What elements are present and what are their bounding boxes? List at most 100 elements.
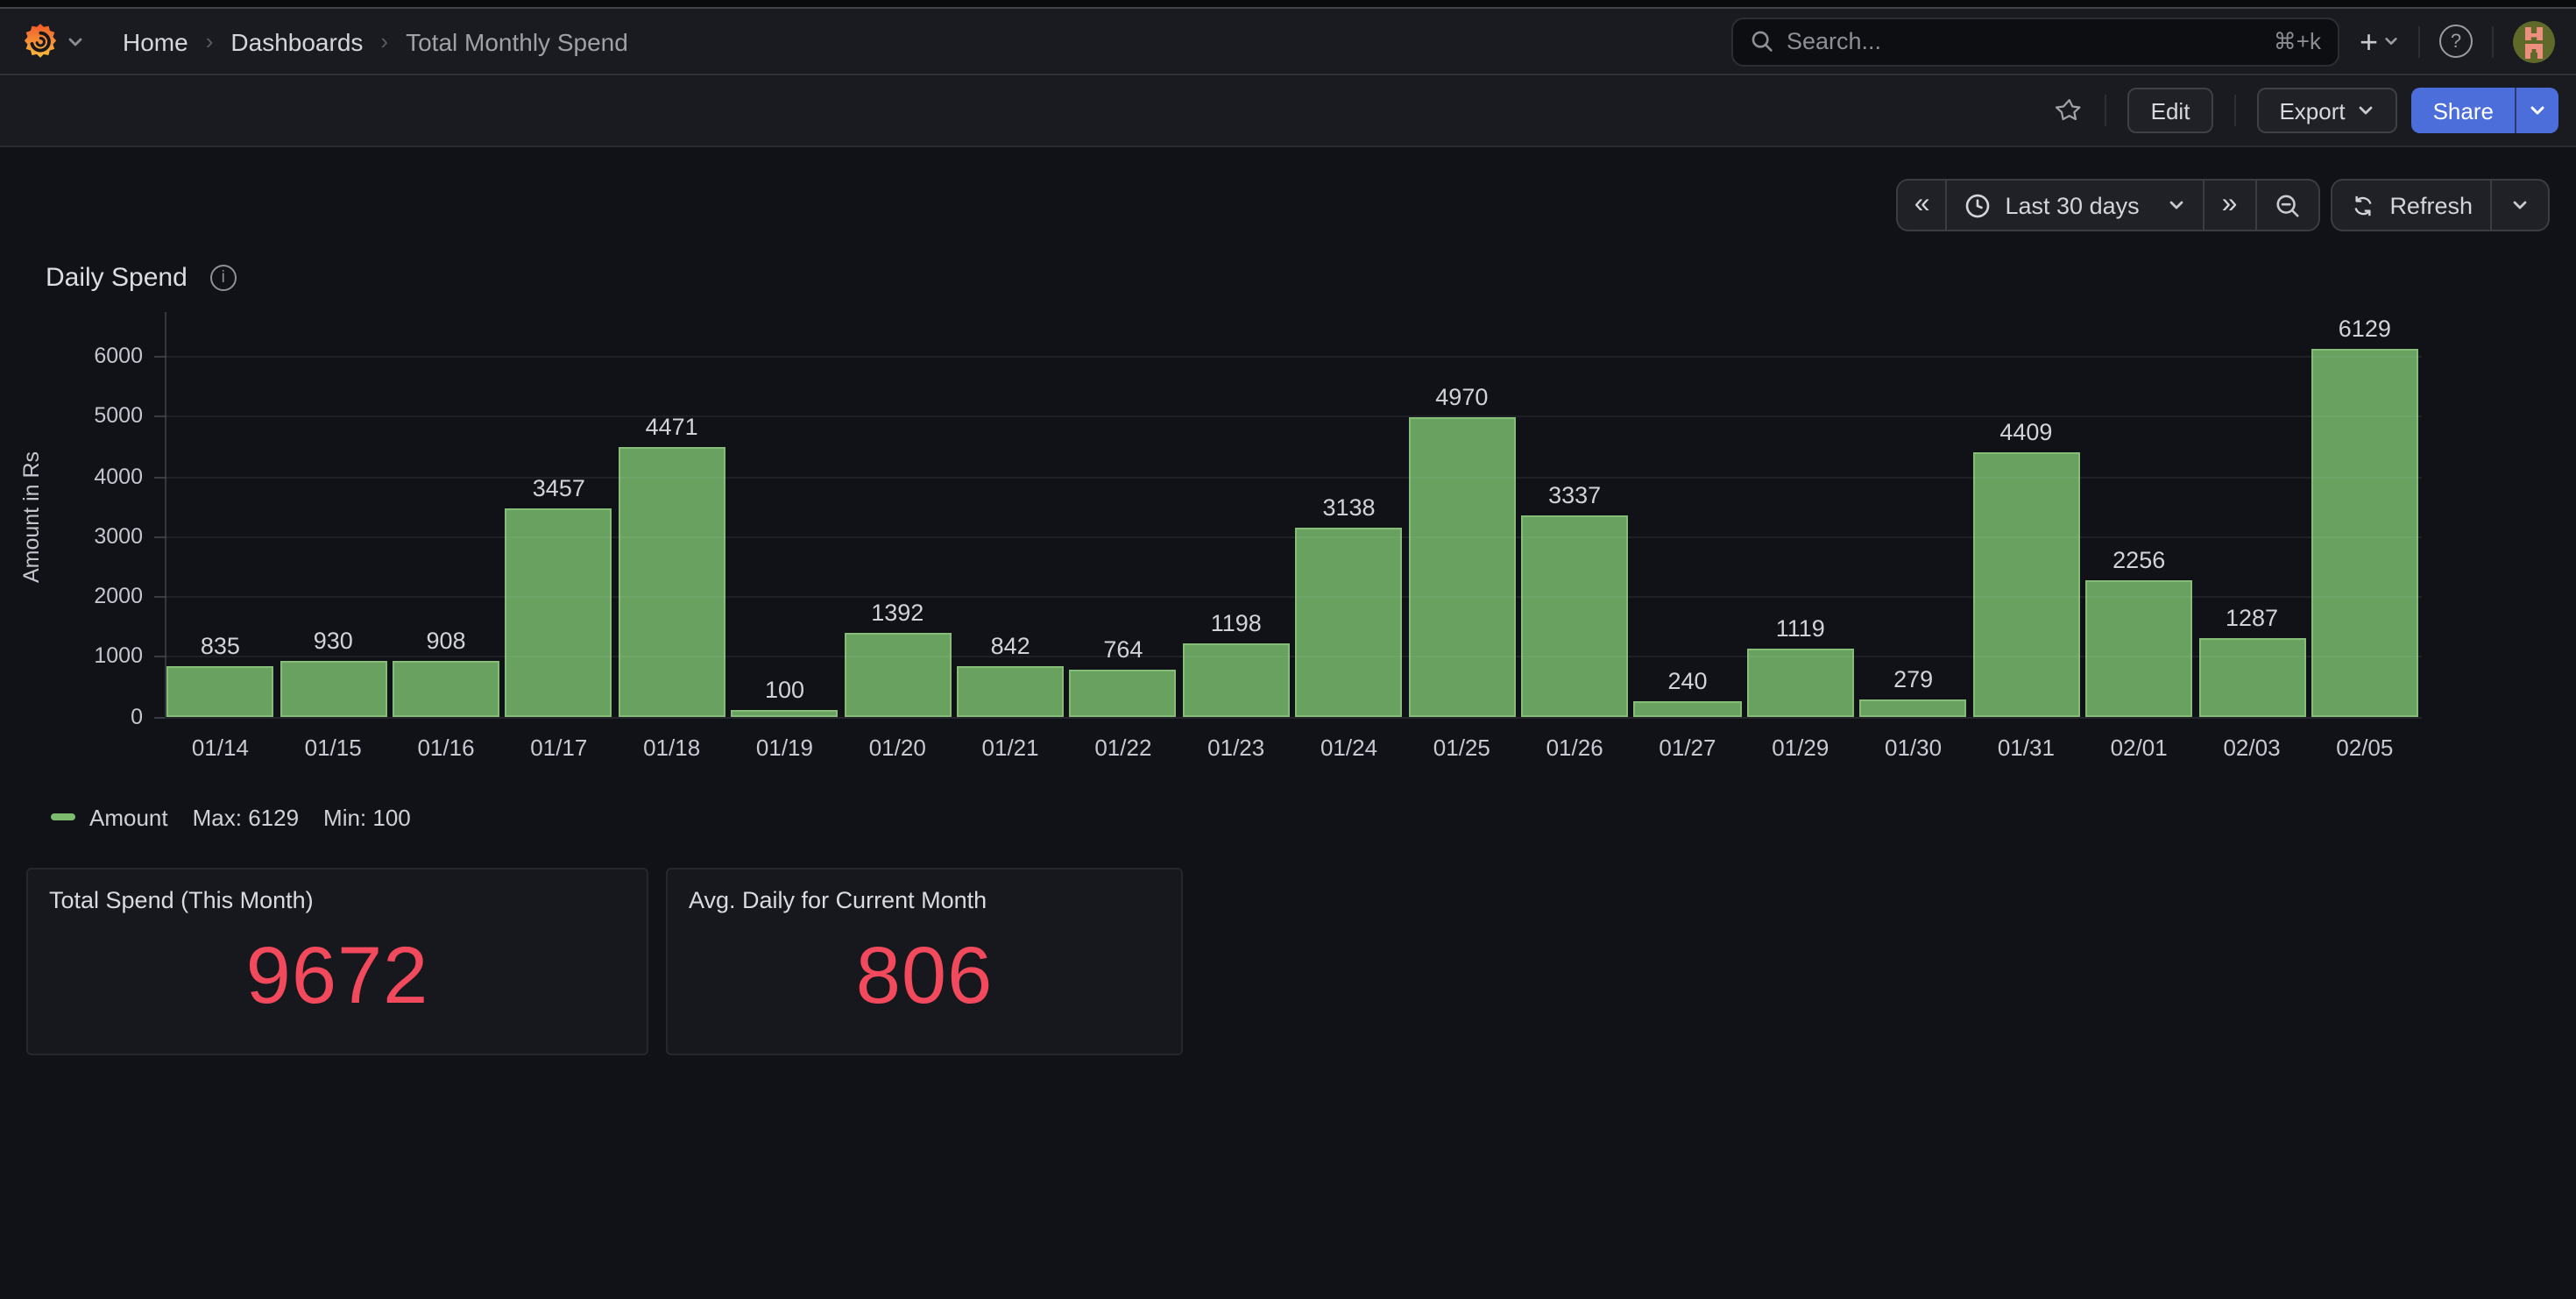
bar-01/24[interactable]	[1296, 528, 1403, 716]
search-icon	[1752, 30, 1774, 53]
bar-01/20[interactable]	[844, 633, 951, 716]
y-axis-label: Amount in Rs	[19, 342, 44, 692]
bar-01/29[interactable]	[1747, 649, 1854, 716]
dashboard-toolbar: Edit Export Share	[0, 75, 2576, 147]
bar-01/14[interactable]	[166, 666, 273, 716]
legend-min-value: Min: 100	[323, 804, 411, 830]
refresh-button[interactable]: Refresh	[2332, 181, 2490, 230]
grafana-logo-button[interactable]	[21, 22, 84, 60]
refresh-icon	[2349, 192, 2375, 218]
y-tick-label: 0	[131, 704, 164, 728]
time-shift-back-button[interactable]: «	[1899, 181, 1946, 230]
bar-01/30[interactable]	[1860, 699, 1967, 716]
stat-panel-value: 9672	[28, 913, 647, 1054]
bar-value-label: 2256	[2065, 547, 2213, 573]
legend-series-amount[interactable]: Amount	[51, 804, 168, 830]
bar-01/18[interactable]	[619, 448, 725, 716]
bar-01/19[interactable]	[731, 710, 838, 716]
bar-02/01[interactable]	[2085, 580, 2192, 716]
divider	[2492, 25, 2494, 57]
bar-value-label: 3457	[485, 475, 633, 501]
search-shortcut-hint: ⌘+k	[2274, 27, 2321, 55]
y-tick-label: 6000	[94, 344, 164, 368]
bar-01/22[interactable]	[1070, 671, 1177, 716]
bar-value-label: 240	[1614, 669, 1762, 695]
navbar: Home › Dashboards › Total Monthly Spend …	[0, 9, 2576, 75]
grafana-dashboard: Home › Dashboards › Total Monthly Spend …	[0, 0, 2576, 1299]
refresh-interval-button[interactable]	[2490, 181, 2548, 230]
refresh-group: Refresh	[2330, 179, 2550, 231]
zoom-out-icon	[2274, 192, 2300, 218]
bar-01/17[interactable]	[506, 508, 612, 716]
search-input[interactable]	[1787, 28, 2261, 54]
chevron-down-icon	[2383, 33, 2399, 49]
edit-button-label: Edit	[2151, 97, 2190, 124]
share-button[interactable]: Share	[2412, 88, 2515, 133]
bar-01/31[interactable]	[1972, 451, 2079, 716]
gridline	[164, 476, 2421, 478]
chevron-down-icon	[2529, 102, 2546, 119]
daily-spend-chart: Amount in Rs 83501/1493001/1590801/16345…	[0, 312, 2576, 778]
time-range-picker[interactable]: Last 30 days	[1946, 181, 2203, 230]
bar-value-label: 3138	[1275, 494, 1423, 521]
bar-01/21[interactable]	[957, 665, 1064, 716]
bar-01/26[interactable]	[1521, 515, 1628, 716]
edit-button[interactable]: Edit	[2128, 88, 2213, 133]
bar-01/16[interactable]	[393, 662, 499, 716]
add-new-button[interactable]: +	[2360, 25, 2399, 57]
bar-02/05[interactable]	[2311, 348, 2418, 716]
legend-series-label: Amount	[89, 804, 168, 830]
bar-value-label: 1392	[824, 600, 972, 626]
bar-value-label: 279	[1839, 666, 1987, 692]
gridline	[164, 716, 2421, 718]
legend-color-swatch	[51, 813, 75, 820]
stat-panel-value: 806	[668, 913, 1181, 1054]
stat-panel-title: Total Spend (This Month)	[28, 870, 647, 913]
gridline	[164, 356, 2421, 358]
clock-icon	[1965, 192, 1992, 218]
y-tick-label: 2000	[94, 584, 164, 608]
breadcrumb-dashboards[interactable]: Dashboards	[230, 27, 363, 55]
plus-icon: +	[2360, 25, 2378, 57]
panel-header: Daily Spend i	[0, 231, 2576, 291]
breadcrumb-current-dashboard: Total Monthly Spend	[406, 27, 628, 55]
stat-panel-avg-daily[interactable]: Avg. Daily for Current Month 806	[666, 868, 1183, 1055]
share-button-label: Share	[2433, 97, 2494, 124]
time-range-label: Last 30 days	[2006, 192, 2140, 218]
bar-01/25[interactable]	[1408, 418, 1515, 716]
export-button[interactable]: Export	[2256, 88, 2397, 133]
bar-value-label: 4471	[598, 415, 746, 441]
legend-max-value: Max: 6129	[193, 804, 299, 830]
panel-title[interactable]: Daily Spend	[46, 262, 188, 292]
bar-01/27[interactable]	[1634, 702, 1741, 716]
bar-value-label: 100	[711, 677, 859, 703]
gridline	[164, 657, 2421, 658]
user-avatar[interactable]	[2513, 20, 2555, 62]
bar-value-label: 764	[1050, 637, 1198, 664]
time-shift-forward-button[interactable]: »	[2203, 181, 2255, 230]
star-icon[interactable]	[2055, 96, 2084, 125]
search-input-box[interactable]: ⌘+k	[1732, 17, 2340, 66]
divider	[2105, 95, 2107, 126]
bar-value-label: 3337	[1501, 482, 1649, 508]
zoom-out-time-button[interactable]	[2254, 181, 2318, 230]
x-tick-label: 02/05	[2290, 734, 2438, 760]
info-icon[interactable]: i	[210, 264, 237, 290]
bar-02/03[interactable]	[2198, 639, 2305, 716]
gridline	[164, 536, 2421, 538]
bar-01/23[interactable]	[1183, 644, 1290, 716]
chevron-down-icon	[2168, 196, 2185, 214]
y-tick-label: 4000	[94, 464, 164, 488]
divider	[2233, 95, 2235, 126]
share-menu-button[interactable]	[2515, 88, 2558, 133]
double-chevron-right-icon: »	[2222, 191, 2238, 219]
divider	[2418, 25, 2420, 57]
y-tick-label: 3000	[94, 524, 164, 549]
chevron-down-icon	[2358, 102, 2375, 119]
y-tick-label: 1000	[94, 644, 164, 669]
bar-01/15[interactable]	[280, 660, 386, 716]
breadcrumb-home[interactable]: Home	[123, 27, 188, 55]
stat-panel-total-spend[interactable]: Total Spend (This Month) 9672	[26, 868, 648, 1055]
help-button[interactable]: ?	[2439, 25, 2473, 58]
export-button-label: Export	[2279, 97, 2345, 124]
